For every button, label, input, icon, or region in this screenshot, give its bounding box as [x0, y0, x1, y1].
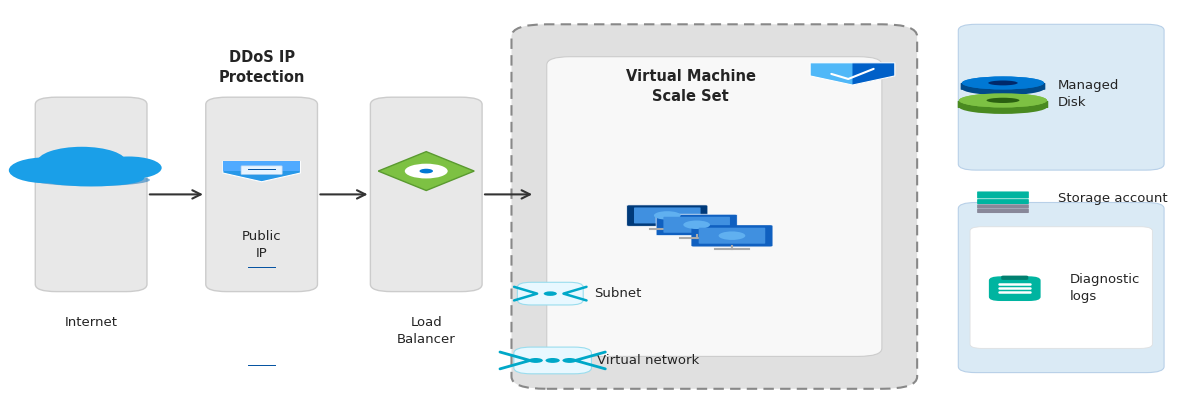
Ellipse shape	[959, 93, 1047, 107]
Polygon shape	[810, 63, 895, 85]
Circle shape	[404, 164, 447, 179]
Text: Public
IP: Public IP	[242, 230, 282, 260]
FancyBboxPatch shape	[960, 83, 1045, 90]
FancyBboxPatch shape	[663, 217, 730, 233]
FancyBboxPatch shape	[989, 276, 1040, 301]
FancyBboxPatch shape	[958, 202, 1164, 373]
FancyBboxPatch shape	[633, 207, 700, 224]
Ellipse shape	[987, 98, 1020, 103]
FancyBboxPatch shape	[205, 97, 317, 292]
Polygon shape	[853, 63, 895, 85]
FancyBboxPatch shape	[1001, 276, 1028, 280]
FancyBboxPatch shape	[977, 204, 1028, 209]
FancyBboxPatch shape	[958, 24, 1164, 170]
FancyBboxPatch shape	[546, 57, 882, 356]
Circle shape	[528, 358, 543, 363]
FancyBboxPatch shape	[699, 228, 765, 244]
FancyBboxPatch shape	[656, 214, 737, 236]
Text: Managed
Disk: Managed Disk	[1058, 79, 1119, 109]
FancyBboxPatch shape	[977, 192, 1028, 198]
Polygon shape	[223, 161, 301, 171]
FancyBboxPatch shape	[518, 282, 583, 305]
FancyBboxPatch shape	[512, 24, 917, 389]
FancyBboxPatch shape	[626, 205, 707, 226]
Text: Internet: Internet	[64, 316, 118, 329]
Ellipse shape	[684, 220, 710, 229]
FancyBboxPatch shape	[241, 166, 283, 175]
Ellipse shape	[959, 93, 1047, 107]
FancyBboxPatch shape	[370, 97, 482, 292]
Ellipse shape	[962, 77, 1044, 90]
Polygon shape	[378, 151, 474, 190]
Text: Load
Balancer: Load Balancer	[397, 316, 456, 346]
FancyBboxPatch shape	[36, 97, 147, 292]
Ellipse shape	[959, 100, 1047, 114]
Ellipse shape	[962, 82, 1044, 95]
Text: DDoS IP
Protection: DDoS IP Protection	[218, 50, 304, 85]
Circle shape	[545, 358, 560, 363]
Ellipse shape	[718, 231, 746, 240]
Ellipse shape	[32, 174, 150, 186]
Circle shape	[420, 169, 433, 173]
Ellipse shape	[38, 170, 144, 186]
Text: Storage account: Storage account	[1058, 192, 1168, 205]
Text: Virtual Machine
Scale Set: Virtual Machine Scale Set	[626, 69, 756, 104]
Ellipse shape	[962, 77, 1044, 90]
Circle shape	[562, 358, 576, 363]
Ellipse shape	[654, 211, 681, 220]
FancyBboxPatch shape	[970, 227, 1152, 348]
Text: Virtual network: Virtual network	[598, 354, 699, 367]
FancyBboxPatch shape	[977, 199, 1028, 204]
Ellipse shape	[988, 81, 1018, 85]
Text: Diagnostic
logs: Diagnostic logs	[1070, 273, 1141, 303]
Text: Subnet: Subnet	[594, 287, 641, 300]
Circle shape	[95, 156, 162, 179]
FancyBboxPatch shape	[514, 347, 592, 374]
FancyBboxPatch shape	[692, 225, 773, 247]
FancyBboxPatch shape	[977, 209, 1028, 213]
Polygon shape	[223, 161, 301, 182]
FancyBboxPatch shape	[958, 101, 1049, 108]
Circle shape	[544, 291, 557, 296]
Circle shape	[37, 147, 126, 177]
Circle shape	[8, 157, 84, 183]
